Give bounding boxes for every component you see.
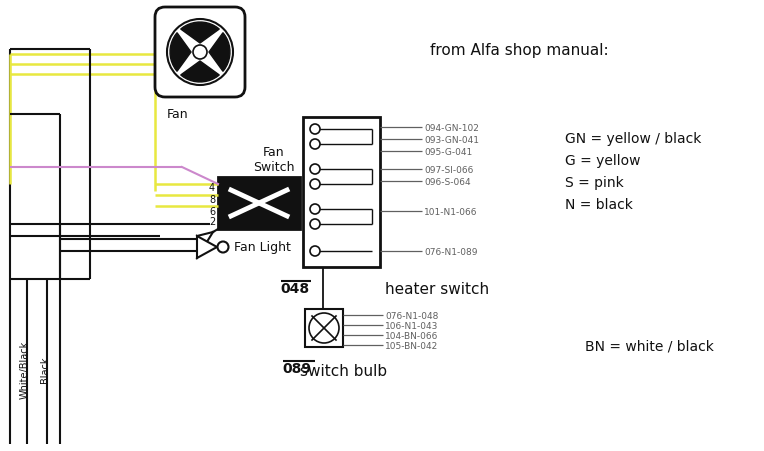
Text: 106-N1-043: 106-N1-043 (385, 322, 439, 331)
Text: heater switch: heater switch (385, 281, 489, 296)
Bar (218, 178, 300, 230)
Polygon shape (197, 236, 217, 258)
Circle shape (310, 246, 320, 257)
Circle shape (218, 242, 228, 253)
Polygon shape (181, 23, 219, 44)
Circle shape (310, 140, 320, 150)
Circle shape (193, 46, 207, 60)
Text: 8: 8 (209, 194, 215, 205)
Text: Black: Black (40, 356, 50, 382)
Text: 6: 6 (209, 207, 215, 216)
Text: S = pink: S = pink (565, 175, 623, 189)
Circle shape (310, 205, 320, 215)
Text: White/Black: White/Black (20, 340, 30, 398)
Text: 101-N1-066: 101-N1-066 (424, 208, 478, 217)
Text: Fan Light: Fan Light (234, 241, 291, 254)
Text: GN = yellow / black: GN = yellow / black (565, 132, 701, 146)
Text: 076-N1-089: 076-N1-089 (424, 248, 478, 257)
Circle shape (309, 313, 339, 343)
Text: 089: 089 (283, 361, 312, 375)
Polygon shape (181, 62, 219, 83)
Text: 4: 4 (209, 183, 215, 193)
Polygon shape (209, 34, 230, 72)
Text: N = black: N = black (565, 198, 633, 212)
Circle shape (167, 20, 233, 86)
Circle shape (310, 125, 320, 135)
FancyBboxPatch shape (155, 8, 245, 98)
Text: 048: 048 (280, 281, 309, 295)
Text: 095-G-041: 095-G-041 (424, 148, 472, 157)
Text: 093-GN-041: 093-GN-041 (424, 136, 479, 145)
Text: 096-S-064: 096-S-064 (424, 178, 471, 187)
Text: 105-BN-042: 105-BN-042 (385, 342, 439, 351)
Text: 094-GN-102: 094-GN-102 (424, 124, 479, 133)
Text: 104-BN-066: 104-BN-066 (385, 332, 439, 341)
Text: Fan: Fan (167, 108, 189, 121)
Text: BN = white / black: BN = white / black (585, 339, 714, 353)
Bar (303, 118, 380, 267)
Text: Fan
Switch: Fan Switch (253, 146, 295, 174)
Text: from Alfa shop manual:: from Alfa shop manual: (430, 42, 609, 57)
Circle shape (310, 179, 320, 189)
Circle shape (310, 220, 320, 230)
Text: 097-SI-066: 097-SI-066 (424, 166, 474, 175)
Polygon shape (170, 34, 191, 72)
Text: G = yellow: G = yellow (565, 154, 640, 168)
Bar (305, 309, 343, 347)
Text: switch bulb: switch bulb (300, 363, 387, 378)
Text: 2: 2 (209, 216, 215, 226)
Circle shape (310, 165, 320, 175)
Text: 076-N1-048: 076-N1-048 (385, 312, 439, 321)
